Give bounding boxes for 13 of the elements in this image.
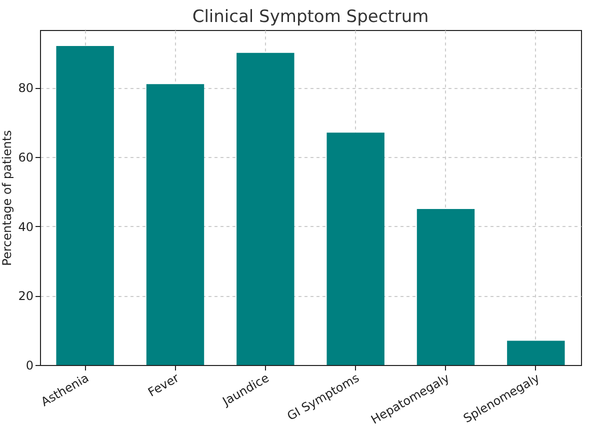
bar — [236, 52, 294, 365]
chart-title: Clinical Symptom Spectrum — [192, 7, 429, 27]
y-tick-label: 40 — [18, 220, 34, 234]
y-tick-label: 60 — [18, 150, 34, 164]
bar — [507, 340, 565, 365]
y-tick-label: 20 — [18, 289, 34, 304]
bar — [56, 46, 114, 365]
y-axis-title: Percentage of patients — [0, 130, 14, 266]
bar — [416, 208, 475, 365]
bar — [146, 84, 204, 365]
y-tick-label: 0 — [26, 358, 34, 372]
y-tick-label: 80 — [18, 81, 34, 96]
bar — [326, 132, 384, 365]
